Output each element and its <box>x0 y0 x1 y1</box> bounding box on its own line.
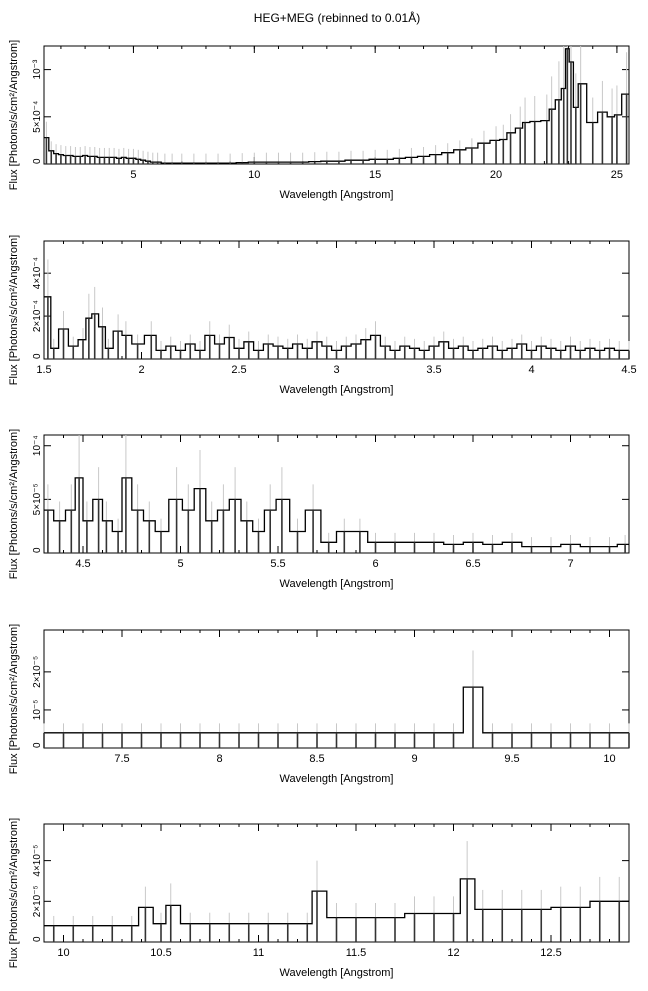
y-tick-label: 0 <box>32 742 43 748</box>
y-tick-label: 0 <box>32 158 43 164</box>
y-tick-label: 0 <box>32 547 43 553</box>
x-tick-label: 10 <box>603 753 615 765</box>
y-axis-label: Flux [Photons/s/cm²/Angstrom] <box>8 40 20 190</box>
y-tick-label: 10⁻⁴ <box>32 435 43 456</box>
panel-3: 4.5 5 5.5 6 6.5 7 0 5×10⁻⁵ 10⁻⁴ Wavelength [Angst… <box>8 429 630 590</box>
y-tick-label: 2×10⁻⁵ <box>32 885 43 917</box>
x-tick-label: 6.5 <box>465 558 480 570</box>
x-tick-label: 20 <box>490 169 502 181</box>
y-tick-label: 4×10⁻⁵ <box>32 845 43 877</box>
x-tick-label: 8 <box>216 753 222 765</box>
y-tick-label: 5×10⁻⁴ <box>32 101 43 133</box>
x-axis-label: Wavelength [Angstrom] <box>280 384 394 396</box>
x-tick-label: 10 <box>248 169 260 181</box>
x-tick-label: 5 <box>177 558 183 570</box>
x-tick-label: 5 <box>130 169 136 181</box>
panel-2: 1.5 2 2.5 3 3.5 4 4.5 0 2×10⁻⁴ 4×10⁻⁴ Wavelength [… <box>8 235 637 396</box>
y-tick-label: 4×10⁻⁴ <box>32 257 43 289</box>
panel-5: 10 10.5 11 11.5 12 12.5 0 2×10⁻⁵ 4×10⁻⁵ Wavelengt… <box>8 818 630 979</box>
x-tick-label: 3 <box>333 364 339 376</box>
x-axis-label: Wavelength [Angstrom] <box>280 189 394 201</box>
y-tick-label: 10⁻⁵ <box>32 700 43 721</box>
x-tick-label: 2.5 <box>231 364 246 376</box>
y-tick-label: 0 <box>32 936 43 942</box>
x-tick-label: 10 <box>57 947 69 959</box>
x-axis-label: Wavelength [Angstrom] <box>280 578 394 590</box>
x-tick-label: 10.5 <box>150 947 171 959</box>
panel-1: 5 10 15 20 25 0 5×10⁻⁴ 10⁻³ Wavelength [Angstrom… <box>8 40 630 201</box>
x-tick-label: 4 <box>528 364 534 376</box>
x-tick-label: 4.5 <box>621 364 636 376</box>
x-tick-label: 25 <box>611 169 623 181</box>
flux-series <box>44 477 629 548</box>
y-tick-label: 0 <box>32 353 43 359</box>
x-tick-label: 12.5 <box>540 947 561 959</box>
x-tick-label: 6 <box>372 558 378 570</box>
y-tick-label: 10⁻³ <box>32 59 43 79</box>
x-tick-label: 15 <box>369 169 381 181</box>
x-tick-label: 5.5 <box>270 558 285 570</box>
x-tick-label: 7.5 <box>114 753 129 765</box>
x-tick-label: 2 <box>138 364 144 376</box>
y-axis-label: Flux [Photons/s/cm²/Angstrom] <box>8 235 20 385</box>
x-tick-label: 11 <box>253 947 264 959</box>
x-tick-label: 9.5 <box>504 753 519 765</box>
plot-frame <box>43 45 630 165</box>
y-tick-label: 2×10⁻⁵ <box>32 656 43 688</box>
y-axis-label: Flux [Photons/s/cm²/Angstrom] <box>8 429 20 579</box>
x-tick-label: 8.5 <box>309 753 324 765</box>
y-tick-label: 2×10⁻⁴ <box>32 300 43 332</box>
figure-title: HEG+MEG (rebinned to 0.01Å) <box>254 10 420 25</box>
y-axis-label: Flux [Photons/s/cm²/Angstrom] <box>8 624 20 774</box>
x-axis-label: Wavelength [Angstrom] <box>280 773 394 785</box>
y-axis-label: Flux [Photons/s/cm²/Angstrom] <box>8 818 20 968</box>
flux-series <box>44 48 629 164</box>
y-tick-label: 5×10⁻⁵ <box>32 483 43 515</box>
x-axis-label: Wavelength [Angstrom] <box>280 967 394 979</box>
x-tick-label: 1.5 <box>36 364 51 376</box>
x-tick-label: 12 <box>447 947 459 959</box>
x-tick-label: 11.5 <box>346 947 367 959</box>
x-tick-label: 4.5 <box>75 558 90 570</box>
x-tick-label: 3.5 <box>426 364 441 376</box>
x-tick-label: 9 <box>411 753 417 765</box>
flux-series <box>44 878 629 927</box>
x-tick-label: 7 <box>567 558 573 570</box>
panel-4: 7.5 8 8.5 9 9.5 10 0 10⁻⁵ 2×10⁻⁵ Wavelength [Angs… <box>8 624 630 785</box>
